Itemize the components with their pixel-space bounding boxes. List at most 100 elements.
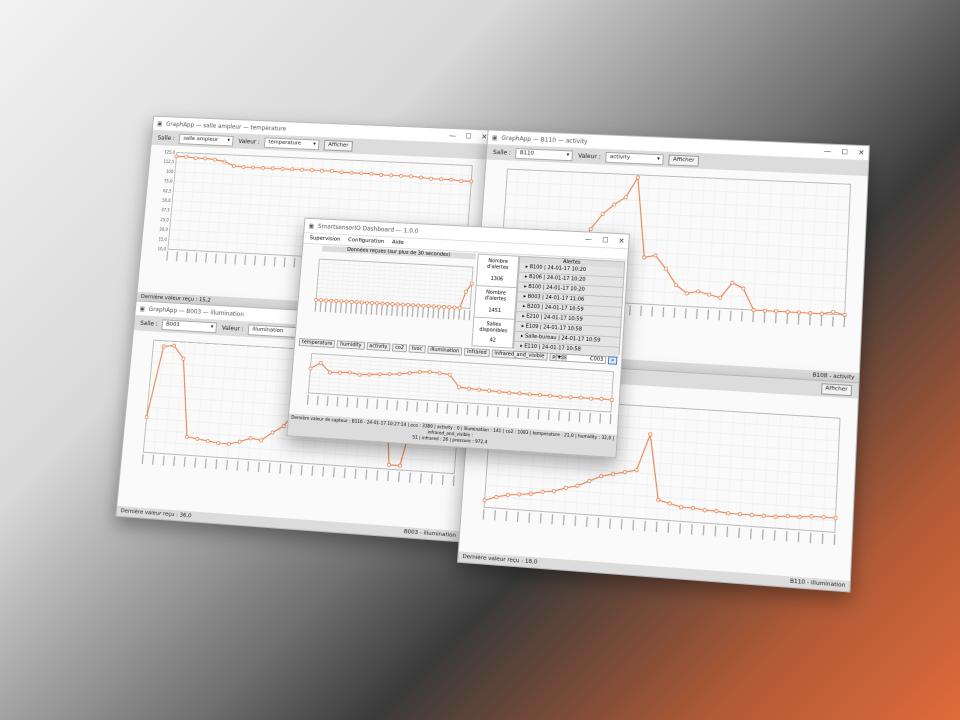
- x-tick-label: [598, 518, 600, 528]
- x-tick-label: [215, 459, 217, 469]
- data-point: [173, 344, 176, 347]
- tab-co2[interactable]: co2: [392, 344, 407, 353]
- x-tick-label: [691, 524, 693, 534]
- x-tick-label: [483, 509, 485, 519]
- tab-humidity[interactable]: humidity: [337, 340, 365, 349]
- data-point: [182, 357, 185, 360]
- data-point: [419, 176, 422, 179]
- close-icon[interactable]: ✕: [858, 149, 864, 157]
- minimize-icon[interactable]: —: [824, 147, 832, 155]
- window-title: GraphApp — B110 — activity: [501, 134, 588, 144]
- x-tick-label: [764, 313, 766, 323]
- data-point: [786, 310, 789, 313]
- x-tick-label: [538, 409, 540, 419]
- x-tick-label: [469, 310, 471, 320]
- data-point: [204, 157, 207, 160]
- data-point: [762, 514, 766, 518]
- data-point: [227, 442, 230, 445]
- x-tick-label: [360, 304, 362, 314]
- show-button[interactable]: Afficher: [669, 155, 699, 167]
- data-point: [360, 301, 363, 304]
- x-tick-label: [651, 307, 653, 317]
- x-tick-label: [315, 302, 317, 312]
- x-tick-label: [376, 399, 378, 409]
- data-point: [656, 498, 659, 502]
- x-tick-label: [586, 517, 588, 527]
- search-icon[interactable]: ⌕: [608, 356, 617, 365]
- x-tick-label: [365, 305, 367, 315]
- menu-configuration[interactable]: Configuration: [348, 237, 384, 245]
- data-point: [611, 472, 614, 475]
- data-point: [365, 301, 368, 304]
- close-icon[interactable]: ✕: [618, 237, 624, 245]
- x-tick-label: [396, 400, 398, 410]
- data-point: [664, 267, 667, 270]
- x-tick-label: [843, 317, 845, 327]
- minimize-icon[interactable]: —: [449, 132, 456, 140]
- maximize-icon[interactable]: ☐: [841, 148, 848, 156]
- data-point: [449, 178, 452, 181]
- x-tick-label: [446, 404, 448, 414]
- y-tick-label: 25,0: [160, 217, 169, 222]
- chevron-down-icon: ▾: [227, 137, 230, 146]
- x-tick-label: [822, 534, 824, 545]
- tab-infrared[interactable]: infrared: [464, 348, 490, 357]
- app-icon: ▣: [308, 222, 314, 229]
- show-button[interactable]: Afficher: [821, 383, 852, 396]
- x-tick-label: [674, 308, 676, 318]
- data-point: [643, 256, 646, 259]
- data-point: [378, 373, 381, 376]
- data-point: [271, 431, 274, 434]
- data-point: [726, 512, 730, 516]
- data-point: [459, 179, 462, 182]
- minimize-icon[interactable]: —: [585, 235, 592, 243]
- maximize-icon[interactable]: ☐: [602, 236, 609, 244]
- desktop-stage: ▣ GraphApp — salle ampleur — temperature…: [112, 116, 868, 606]
- data-point: [340, 171, 343, 174]
- stat-alerts-count-2: Nombre d'alertes 1451: [473, 285, 517, 321]
- x-tick-label: [427, 308, 429, 318]
- x-tick-label: [381, 305, 383, 315]
- x-tick-label: [609, 518, 611, 528]
- x-tick-label: [551, 514, 553, 524]
- x-tick-label: [366, 399, 368, 409]
- data-point: [368, 373, 371, 376]
- x-tick-label: [226, 460, 228, 470]
- data-point: [396, 303, 399, 306]
- x-tick-label: [738, 528, 740, 538]
- menu-supervision[interactable]: Supervision: [309, 235, 340, 242]
- x-tick-label: [345, 303, 347, 313]
- data-point: [564, 486, 567, 489]
- x-tick-label: [387, 471, 389, 481]
- data-point: [437, 305, 440, 308]
- y-tick-label: 75,0: [164, 178, 173, 183]
- data-point: [576, 484, 579, 487]
- dropdown-icon[interactable]: ▾: [555, 353, 564, 362]
- y-tick-label: 15,0: [158, 236, 167, 241]
- x-tick-label: [610, 414, 612, 424]
- x-tick-label: [234, 255, 236, 265]
- x-tick-label: [264, 256, 266, 266]
- alerts-panel: Alertes ▸ B100 | 24-01-17 10:20 ▸ B106 |…: [513, 256, 625, 355]
- x-tick-label: [726, 527, 728, 537]
- x-tick-label: [184, 457, 186, 467]
- x-tick-label: [406, 401, 408, 411]
- data-point: [422, 304, 425, 307]
- maximize-icon[interactable]: ☐: [465, 132, 472, 140]
- data-point: [429, 177, 432, 180]
- x-tick-label: [407, 307, 409, 317]
- x-tick-label: [307, 395, 309, 405]
- data-point: [252, 166, 255, 169]
- data-point: [798, 515, 802, 519]
- tab-tvoc[interactable]: tvoc: [409, 345, 426, 354]
- menu-help[interactable]: Aide: [392, 239, 404, 245]
- data-point: [217, 441, 220, 444]
- x-tick-label: [477, 406, 479, 416]
- show-button[interactable]: Afficher: [324, 140, 353, 152]
- x-tick-label: [247, 461, 249, 471]
- data-point: [843, 313, 846, 316]
- tab-activity[interactable]: activity: [366, 342, 390, 351]
- plot-frame: [308, 354, 613, 412]
- data-point: [348, 371, 351, 374]
- data-point: [589, 227, 592, 230]
